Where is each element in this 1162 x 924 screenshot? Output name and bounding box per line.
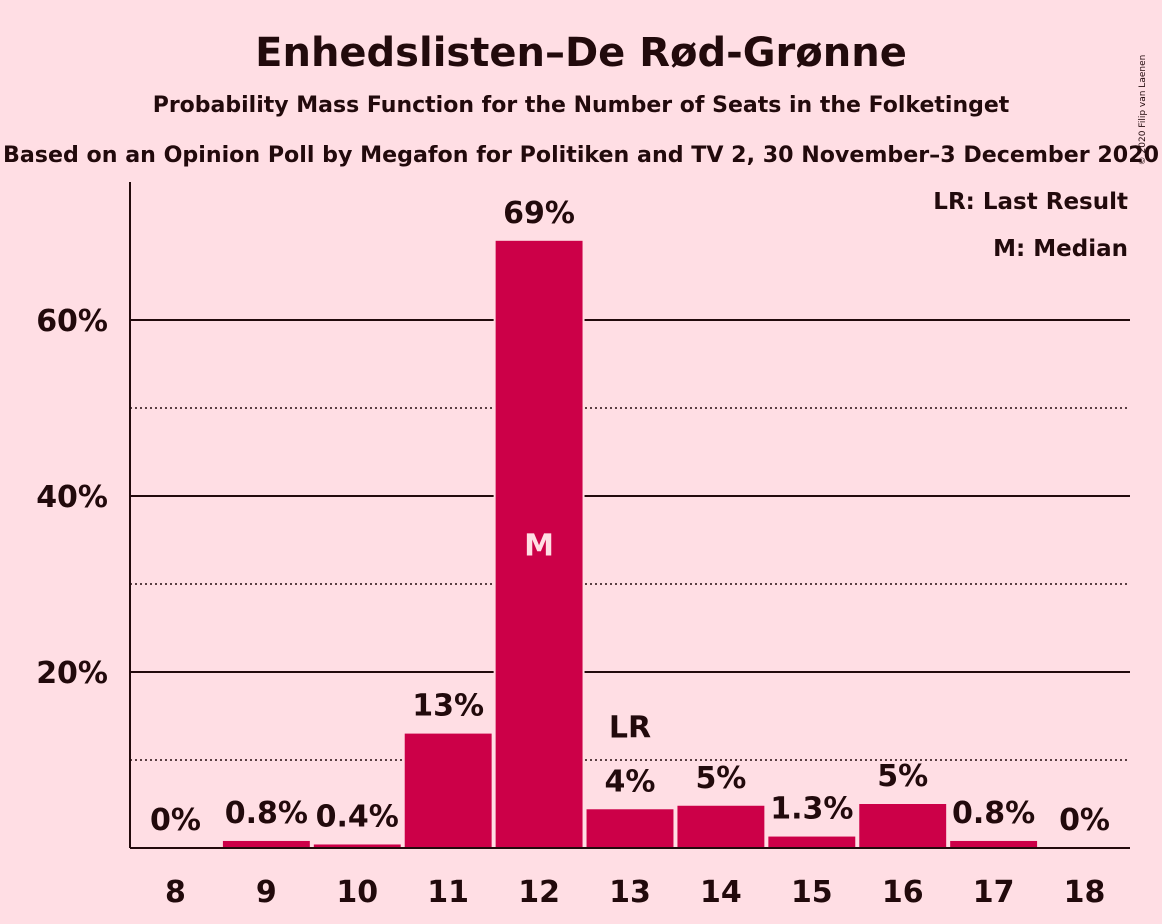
data-label: 13% bbox=[412, 689, 484, 724]
chart-subtitle-poll: Based on an Opinion Poll by Megafon for … bbox=[3, 143, 1159, 168]
bar bbox=[495, 240, 583, 849]
x-tick-label: 15 bbox=[791, 875, 833, 910]
chart-title: Enhedslisten–De Rød-Grønne bbox=[255, 30, 907, 76]
legend: LR: Last Result M: Median bbox=[933, 189, 1128, 262]
data-label: 69% bbox=[503, 196, 575, 231]
bar bbox=[222, 840, 310, 848]
x-tick-label: 13 bbox=[609, 875, 651, 910]
x-tick-label: 16 bbox=[882, 875, 924, 910]
bar bbox=[313, 844, 401, 848]
x-tick-label: 12 bbox=[518, 875, 560, 910]
x-tick-label: 17 bbox=[973, 875, 1015, 910]
gridlines bbox=[130, 319, 1130, 761]
copyright-text: © 2020 Filip van Laenen bbox=[1138, 55, 1148, 166]
y-tick-label: 40% bbox=[36, 480, 108, 515]
data-label: 0.8% bbox=[225, 796, 308, 831]
data-label: 0.8% bbox=[952, 796, 1035, 831]
data-labels: 0% 0.8% 0.4%13%69%M4%LR5%1.3%5%0.8% 0% bbox=[150, 196, 1110, 838]
y-tick-label: 20% bbox=[36, 656, 108, 691]
bar bbox=[768, 836, 856, 848]
x-tick-label: 8 bbox=[165, 875, 186, 910]
x-tick-label: 10 bbox=[336, 875, 378, 910]
median-marker: M bbox=[524, 528, 554, 563]
bar bbox=[586, 809, 674, 848]
data-label: 0% bbox=[1059, 803, 1110, 838]
bar bbox=[677, 805, 765, 848]
data-label: 5% bbox=[877, 759, 928, 794]
x-tick-label: 11 bbox=[427, 875, 469, 910]
data-label: 0.4% bbox=[316, 799, 399, 834]
x-tick-label: 18 bbox=[1064, 875, 1106, 910]
bar bbox=[950, 840, 1038, 848]
data-label: 0% bbox=[150, 803, 201, 838]
bars bbox=[220, 236, 1040, 849]
legend-entry: LR: Last Result bbox=[933, 189, 1128, 215]
data-label: 4% bbox=[605, 764, 656, 799]
data-label: 1.3% bbox=[770, 792, 853, 827]
y-tick-label: 60% bbox=[36, 304, 108, 339]
bar bbox=[404, 733, 492, 848]
chart-subtitle: Probability Mass Function for the Number… bbox=[153, 93, 1010, 118]
data-label: 5% bbox=[695, 761, 746, 796]
last-result-marker: LR bbox=[609, 710, 651, 745]
y-axis-ticks: 20% 40% 60% bbox=[36, 304, 108, 691]
x-tick-label: 14 bbox=[700, 875, 742, 910]
bar bbox=[859, 804, 947, 848]
x-axis-ticks: 8 9 10 11 12 13 14 15 16 17 18 bbox=[165, 875, 1105, 910]
x-tick-label: 9 bbox=[256, 875, 277, 910]
legend-entry: M: Median bbox=[993, 236, 1128, 262]
bar-gap bbox=[311, 840, 403, 848]
